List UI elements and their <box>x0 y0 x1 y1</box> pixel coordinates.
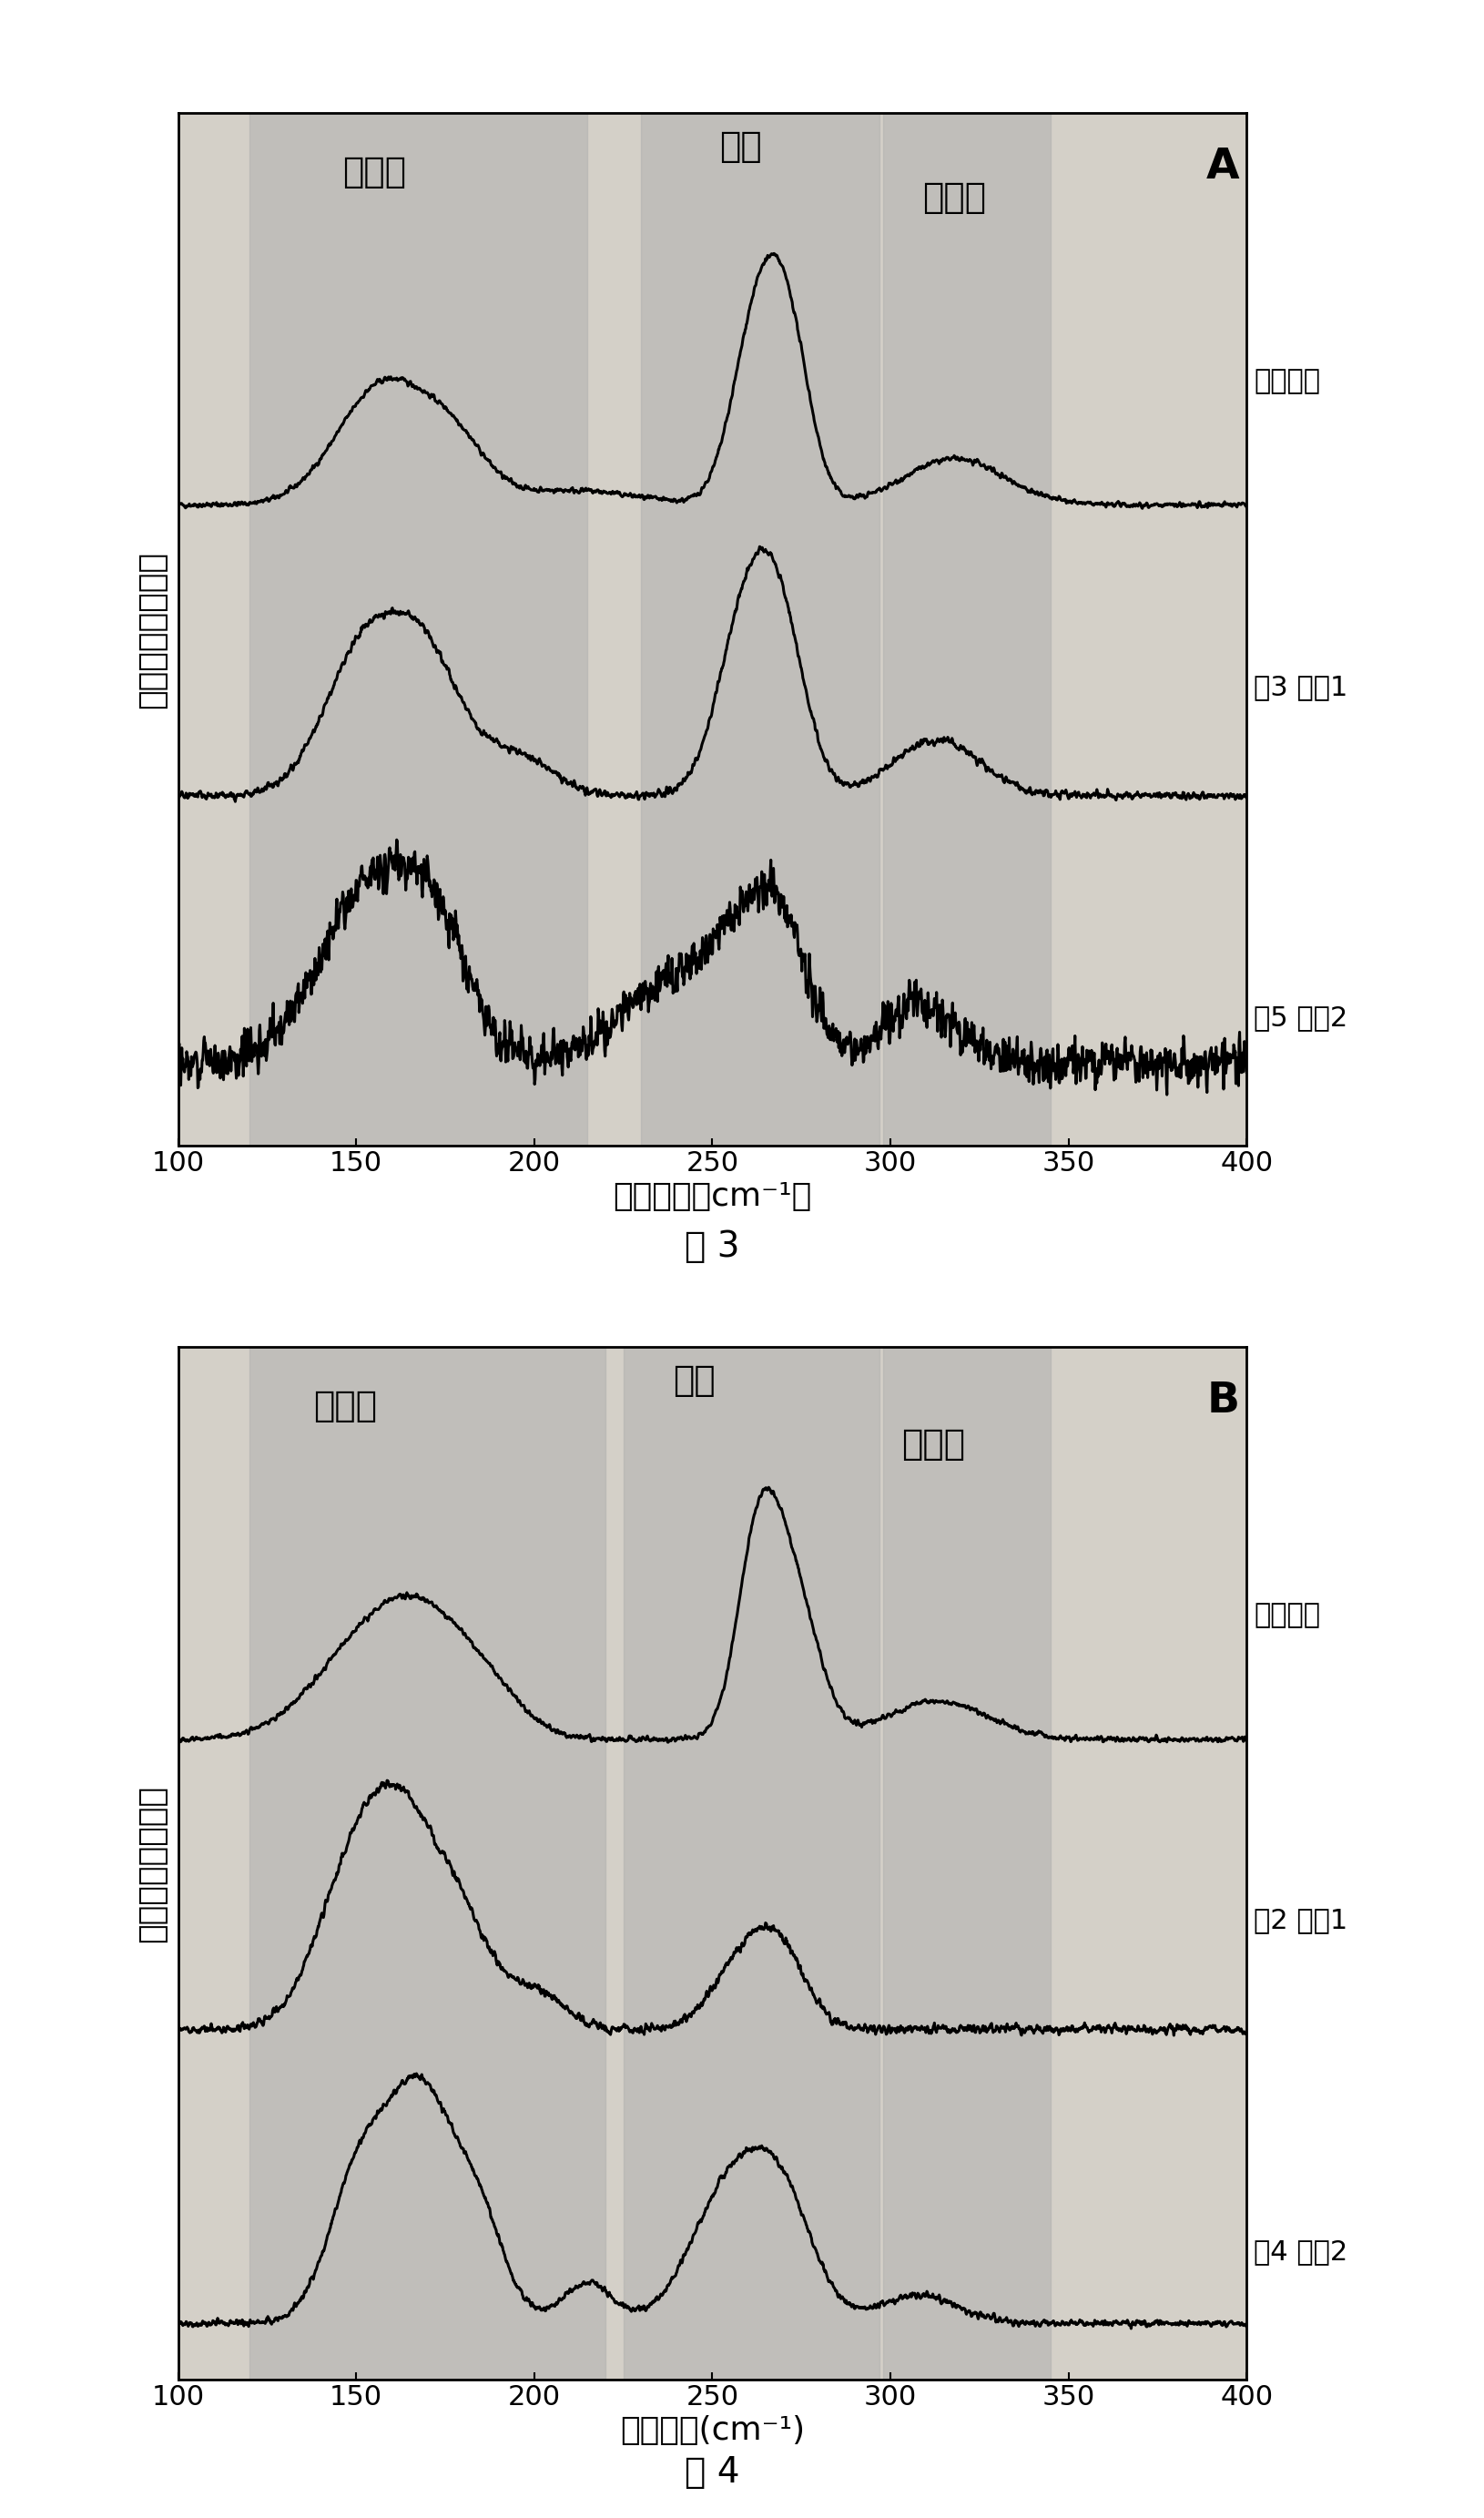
Text: 例4 样品2: 例4 样品2 <box>1254 2239 1347 2266</box>
Text: 金属: 金属 <box>674 1365 715 1397</box>
Y-axis label: 强度（任意单位）: 强度（任意单位） <box>137 551 168 708</box>
Text: A: A <box>1206 146 1239 186</box>
Text: 半导体: 半导体 <box>901 1428 965 1463</box>
Text: 图 4: 图 4 <box>684 2455 741 2490</box>
Bar <box>641 113 880 1146</box>
X-axis label: 拉曼位移(cm⁻¹): 拉曼位移(cm⁻¹) <box>620 2415 804 2447</box>
Text: 例5 样品2: 例5 样品2 <box>1254 1005 1347 1032</box>
Bar <box>623 1347 880 2380</box>
Bar <box>883 113 1051 1146</box>
Text: 金属: 金属 <box>720 131 763 164</box>
Bar <box>883 1347 1051 2380</box>
Text: 纯化后的: 纯化后的 <box>1254 368 1321 395</box>
Bar <box>249 113 588 1146</box>
X-axis label: 拉曼位移（cm⁻¹）: 拉曼位移（cm⁻¹） <box>613 1181 812 1214</box>
Bar <box>249 1347 605 2380</box>
Text: 半导体: 半导体 <box>313 1390 377 1423</box>
Text: B: B <box>1206 1380 1239 1420</box>
Y-axis label: 强度（任意单位）: 强度（任意单位） <box>137 1785 168 1941</box>
Text: 例3 样品1: 例3 样品1 <box>1254 675 1347 700</box>
Text: 图 3: 图 3 <box>684 1229 741 1264</box>
Text: 半导体: 半导体 <box>923 181 987 214</box>
Text: 半导体: 半导体 <box>341 156 407 189</box>
Text: 纯化后的: 纯化后的 <box>1254 1601 1321 1629</box>
Text: 例2 样品1: 例2 样品1 <box>1254 1909 1347 1934</box>
